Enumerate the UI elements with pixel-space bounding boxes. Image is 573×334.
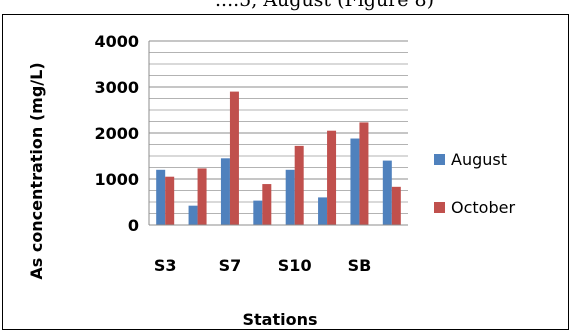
x-tick-label: SB bbox=[348, 256, 372, 275]
bar-october-sb bbox=[359, 122, 369, 225]
y-axis-label: As concentration (mg/L) bbox=[27, 62, 46, 279]
bar-august-s9 bbox=[253, 200, 263, 225]
bar-october-s5 bbox=[197, 168, 207, 225]
bar-october-s7 bbox=[229, 91, 239, 225]
x-axis-label: Stations bbox=[242, 310, 317, 328]
bar-august-s11 bbox=[318, 197, 328, 225]
bar-august-s7 bbox=[220, 158, 230, 225]
y-tick-labels: 0 1000 2000 3000 4000 bbox=[94, 32, 139, 235]
y-tick-label: 1000 bbox=[94, 170, 139, 189]
bar-october-s3 bbox=[165, 176, 175, 225]
bar-october-s11 bbox=[327, 130, 337, 225]
bar-august-s3 bbox=[156, 169, 166, 225]
x-tick-label: S7 bbox=[219, 256, 242, 275]
legend-label-august: August bbox=[451, 150, 507, 169]
bar-august-s10 bbox=[285, 169, 295, 225]
legend: August October bbox=[434, 150, 515, 217]
bar-october-s13 bbox=[391, 186, 401, 225]
x-tick-label: S10 bbox=[278, 256, 312, 275]
bar-august-s5 bbox=[188, 205, 198, 225]
bar-august-s13 bbox=[382, 160, 392, 225]
legend-label-october: October bbox=[451, 198, 515, 217]
y-tick-label: 0 bbox=[128, 216, 139, 235]
bar-october-s9 bbox=[262, 184, 272, 225]
chart-frame: 0 1000 2000 3000 4000 S3 S7 S10 SB As concentra… bbox=[2, 14, 569, 330]
x-tick-labels: S3 S7 S10 SB bbox=[154, 256, 371, 275]
bar-october-s10 bbox=[294, 145, 304, 225]
x-tick-label: S3 bbox=[154, 256, 177, 275]
axes bbox=[148, 41, 408, 226]
bars bbox=[156, 91, 401, 225]
cropped-caption-fragment: ....5, August (Figure 8) bbox=[0, 0, 573, 12]
y-tick-label: 3000 bbox=[94, 78, 139, 97]
y-tick-label: 4000 bbox=[94, 32, 139, 51]
gridlines bbox=[149, 40, 408, 226]
legend-swatch-august bbox=[434, 154, 445, 165]
bar-chart: 0 1000 2000 3000 4000 S3 S7 S10 SB As concentra… bbox=[27, 32, 515, 329]
y-tick-label: 2000 bbox=[94, 124, 139, 143]
caption-text: ....5, August (Figure 8) bbox=[215, 0, 435, 11]
bar-august-sb bbox=[350, 138, 360, 225]
legend-swatch-october bbox=[434, 202, 445, 213]
